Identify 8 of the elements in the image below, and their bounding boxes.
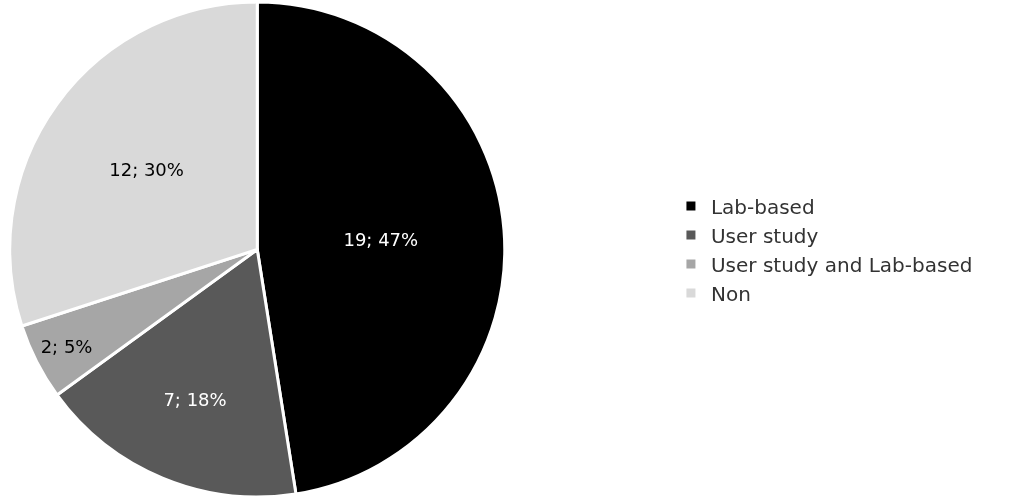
legend-label: Non xyxy=(710,281,751,306)
data-label: 12; 30% xyxy=(109,158,184,180)
legend-label: User study and Lab-based xyxy=(710,252,973,277)
legend-label: User study xyxy=(710,223,819,248)
data-label: 2; 5% xyxy=(40,336,93,358)
legend-label: Lab-based xyxy=(710,194,815,219)
data-label: 19; 47% xyxy=(343,229,419,251)
data-label: 7; 18% xyxy=(163,389,227,411)
